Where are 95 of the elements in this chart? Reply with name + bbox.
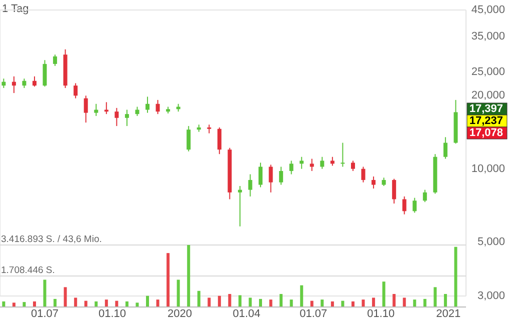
bar [94,301,98,307]
candlestick [186,126,191,152]
y-tick-label: 45,000 [471,4,505,16]
bar [125,301,128,307]
bar [382,282,386,307]
bar [156,300,160,307]
bar [187,245,190,307]
candlestick [53,54,58,66]
candlestick [289,160,294,175]
candlestick [124,109,129,127]
candlestick [32,76,36,88]
candlestick [94,103,98,116]
candlestick [300,156,304,170]
text: 17,237 [469,114,503,127]
candlestick [104,102,108,115]
bar [104,300,108,307]
candlestick [310,158,314,172]
bar [218,296,221,307]
y-tick-label: 5,000 [477,236,505,248]
bar [320,300,324,307]
bar [22,302,26,307]
bar [146,296,150,307]
candlestick [114,107,119,127]
x-tick-label: 01.10 [367,308,395,320]
candlestick [422,189,427,203]
candlestick [238,186,242,227]
x-tick-label: 2021 [436,308,461,320]
candlestick [135,106,140,116]
bar [269,300,272,307]
candlestick [248,174,252,197]
x-tick-label: 2020 [168,308,192,320]
bar [12,302,16,307]
x-tick-label: 01.10 [98,308,126,320]
candlestick [340,142,345,168]
candlestick [372,176,376,190]
bar [290,300,293,307]
y-tick-label: 10,000 [471,162,505,175]
bar [362,300,365,307]
candlestick [22,78,26,89]
bar [454,246,458,307]
candlestick [12,76,16,94]
bar [434,287,437,307]
bar [32,301,36,307]
candlestick [361,166,366,183]
candlestick [42,60,47,88]
bar [423,298,426,307]
candlestick [350,160,355,172]
candlestick [443,136,448,160]
candlestick [268,164,273,193]
candlestick [2,78,6,89]
candlestick [412,197,417,214]
candlestick [84,95,88,124]
bar [444,294,447,307]
bar [238,295,242,307]
y-tick-label: 35,000 [471,30,505,42]
bar [402,298,406,307]
candlestick [146,96,150,114]
ref-line-label: 1.708.446 S. [1,265,55,276]
bar [351,301,354,307]
bar [300,285,304,307]
bar [330,301,334,307]
text: 17,078 [469,126,503,139]
ref-line-label: 3.416.893 S. / 43,6 Mio. [1,234,102,245]
candlestick [74,82,78,99]
candlestick [217,126,222,155]
bar [259,298,262,307]
x-tick-label: 01.07 [31,308,59,320]
bar [248,298,252,307]
bar [208,298,211,307]
bar [228,294,232,307]
bar [166,253,170,307]
bar [74,298,78,307]
candlestick [320,156,324,170]
candlestick [279,166,284,186]
x-tick-label: 01.04 [232,308,260,320]
bar [197,290,200,307]
y-tick-label: 25,000 [471,66,505,78]
candlestick [258,162,263,188]
text: 17,397 [469,102,503,115]
bar [372,298,376,307]
bar [43,280,46,307]
x-tick-label: 01.07 [300,308,328,320]
y-tick-label: 3,000 [477,290,505,302]
bar [136,302,139,307]
bar [176,280,180,307]
candlestick [156,99,160,115]
bar [64,287,67,307]
bar [280,294,283,307]
bar [2,301,6,307]
candlestick [392,178,396,204]
bar [54,298,57,307]
candlestick [402,196,406,215]
bar [392,294,396,307]
bar [413,300,416,307]
y-tick-label: 20,000 [471,90,505,102]
